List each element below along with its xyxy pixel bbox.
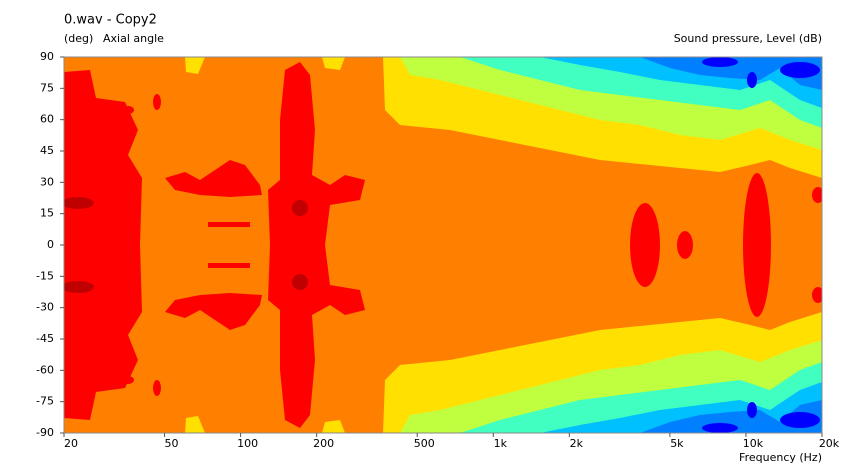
x-tick-label: 2k bbox=[570, 437, 584, 450]
y-tick-label: 0 bbox=[47, 238, 54, 251]
y-tick-label: 75 bbox=[40, 81, 54, 94]
x-axis-label: Frequency (Hz) bbox=[739, 451, 822, 464]
x-tick-label: 5k bbox=[670, 437, 684, 450]
x-tick-label: 200 bbox=[313, 437, 334, 450]
y-tick-label: 60 bbox=[40, 113, 54, 126]
x-tick-label: 20k bbox=[819, 437, 840, 450]
y-unit: (deg) bbox=[64, 32, 93, 45]
contour-map bbox=[64, 57, 822, 433]
x-tick-label: 100 bbox=[237, 437, 258, 450]
y-tick-label: 30 bbox=[40, 175, 54, 188]
y-tick-label: 15 bbox=[40, 207, 54, 220]
x-tick-label: 1k bbox=[494, 437, 508, 450]
x-tick-label: 20 bbox=[64, 437, 78, 450]
value-label: Sound pressure, Level (dB) bbox=[674, 32, 822, 45]
y-tick-label: -60 bbox=[36, 363, 54, 376]
y-tick-label: -90 bbox=[36, 426, 54, 439]
y-tick-label: -75 bbox=[36, 395, 54, 408]
y-tick-label: -15 bbox=[36, 269, 54, 282]
y-tick-label: -45 bbox=[36, 332, 54, 345]
y-tick-label: 45 bbox=[40, 144, 54, 157]
x-tick-label: 500 bbox=[414, 437, 435, 450]
y-axis-label: Axial angle bbox=[103, 32, 164, 45]
chart-title: 0.wav - Copy2 bbox=[64, 13, 157, 28]
y-tick-label: 90 bbox=[40, 50, 54, 63]
y-tick-label: -30 bbox=[36, 301, 54, 314]
x-tick-label: 50 bbox=[165, 437, 179, 450]
x-tick-label: 10k bbox=[743, 437, 764, 450]
